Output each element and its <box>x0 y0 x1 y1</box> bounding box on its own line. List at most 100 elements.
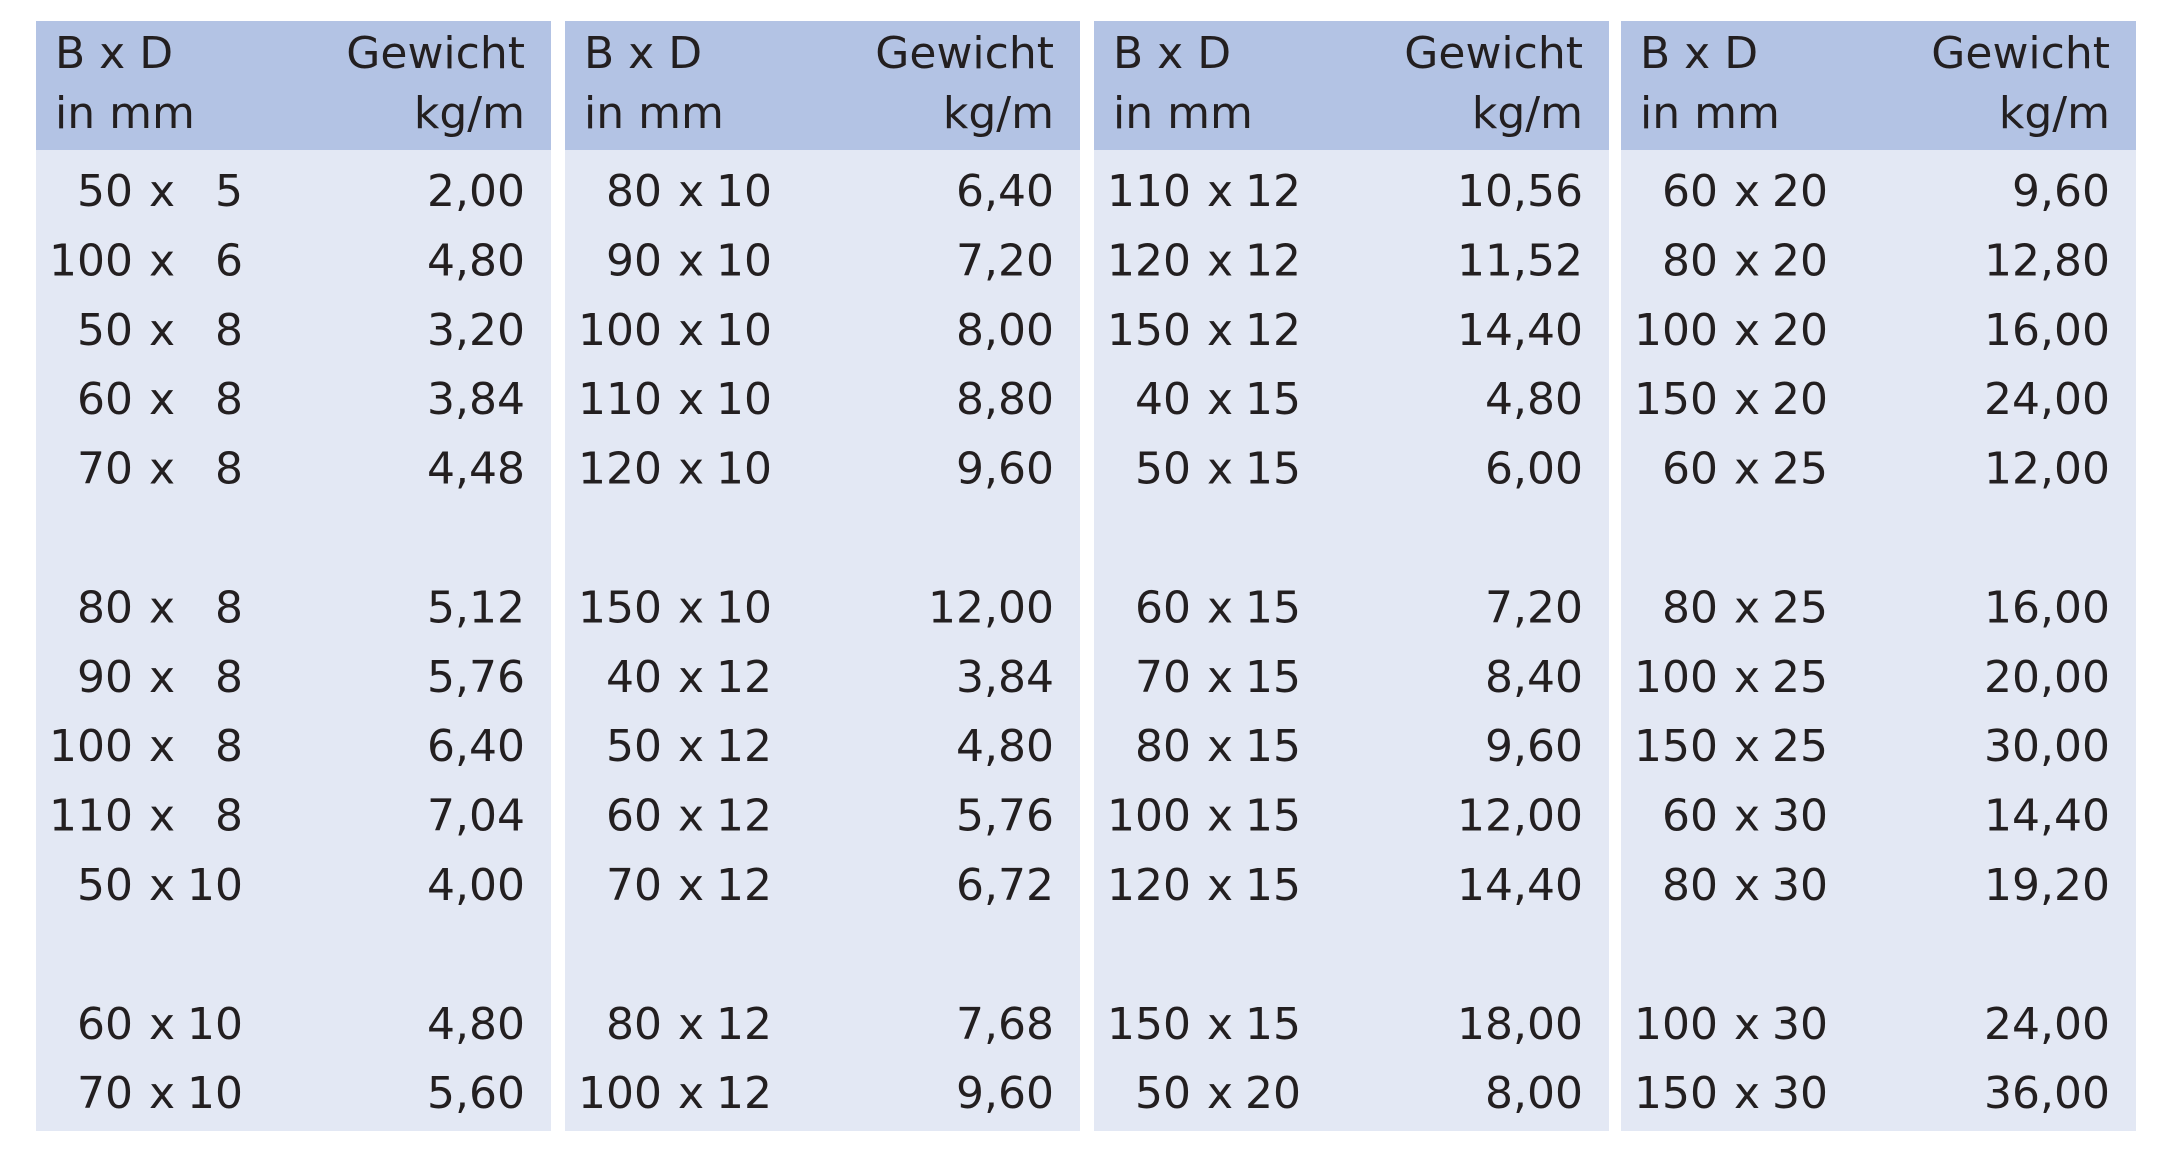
times-cell: x <box>149 860 175 911</box>
depth-cell: 25 <box>1772 582 1828 633</box>
width-cell: 50 <box>77 860 133 911</box>
weight-cell: 4,80 <box>1485 374 1583 425</box>
depth-cell: 15 <box>1245 582 1301 633</box>
times-cell: x <box>1207 860 1233 911</box>
width-cell: 150 <box>1634 374 1718 425</box>
weight-cell: 5,76 <box>956 791 1054 842</box>
width-cell: 100 <box>578 305 662 356</box>
width-cell: 50 <box>606 721 662 772</box>
times-cell: x <box>678 860 704 911</box>
width-cell: 60 <box>77 374 133 425</box>
times-cell: x <box>1734 374 1760 425</box>
width-cell: 70 <box>77 1068 133 1119</box>
times-cell: x <box>149 652 175 703</box>
depth-cell: 20 <box>1772 235 1828 286</box>
width-cell: 100 <box>49 721 133 772</box>
depth-cell: 10 <box>716 374 772 425</box>
weight-cell: 5,12 <box>427 582 525 633</box>
times-cell: x <box>1734 444 1760 495</box>
width-cell: 70 <box>1135 652 1191 703</box>
header-left: B x D <box>1640 28 1758 79</box>
times-cell: x <box>149 374 175 425</box>
width-cell: 50 <box>77 166 133 217</box>
weight-cell: 9,60 <box>1485 721 1583 772</box>
depth-cell: 12 <box>1245 235 1301 286</box>
weight-cell: 12,00 <box>1457 791 1583 842</box>
times-cell: x <box>1734 721 1760 772</box>
weight-cell: 8,40 <box>1485 652 1583 703</box>
weight-cell: 6,40 <box>956 166 1054 217</box>
times-cell: x <box>678 166 704 217</box>
width-cell: 80 <box>606 999 662 1050</box>
times-cell: x <box>1207 1068 1233 1119</box>
width-cell: 100 <box>1634 305 1718 356</box>
depth-cell: 15 <box>1245 652 1301 703</box>
width-cell: 40 <box>606 652 662 703</box>
depth-cell: 30 <box>1772 999 1828 1050</box>
times-cell: x <box>678 1068 704 1119</box>
header-right: kg/m <box>943 88 1054 139</box>
weight-cell: 6,00 <box>1485 444 1583 495</box>
depth-cell: 12 <box>716 721 772 772</box>
times-cell: x <box>678 791 704 842</box>
times-cell: x <box>678 374 704 425</box>
width-cell: 100 <box>1107 791 1191 842</box>
weight-cell: 3,84 <box>427 374 525 425</box>
depth-cell: 10 <box>716 166 772 217</box>
depth-cell: 25 <box>1772 721 1828 772</box>
times-cell: x <box>1207 791 1233 842</box>
weight-cell: 19,20 <box>1984 860 2110 911</box>
depth-cell: 8 <box>215 791 243 842</box>
times-cell: x <box>678 305 704 356</box>
panel-header <box>1094 21 1609 150</box>
times-cell: x <box>1734 791 1760 842</box>
width-cell: 110 <box>578 374 662 425</box>
header-right: Gewicht <box>875 28 1054 79</box>
weight-cell: 5,76 <box>427 652 525 703</box>
depth-cell: 8 <box>215 305 243 356</box>
width-cell: 150 <box>1634 721 1718 772</box>
width-cell: 70 <box>77 444 133 495</box>
header-right: kg/m <box>1999 88 2110 139</box>
times-cell: x <box>1207 235 1233 286</box>
weight-cell: 7,04 <box>427 791 525 842</box>
panel-header <box>1621 21 2136 150</box>
depth-cell: 20 <box>1245 1068 1301 1119</box>
width-cell: 80 <box>606 166 662 217</box>
depth-cell: 30 <box>1772 1068 1828 1119</box>
weight-cell: 12,80 <box>1984 235 2110 286</box>
width-cell: 80 <box>1662 860 1718 911</box>
depth-cell: 10 <box>716 582 772 633</box>
times-cell: x <box>678 721 704 772</box>
weight-cell: 12,00 <box>928 582 1054 633</box>
times-cell: x <box>1734 999 1760 1050</box>
weight-cell: 11,52 <box>1457 235 1583 286</box>
width-cell: 80 <box>1662 235 1718 286</box>
weight-cell: 4,80 <box>956 721 1054 772</box>
weight-cell: 6,72 <box>956 860 1054 911</box>
depth-cell: 12 <box>1245 166 1301 217</box>
weight-cell: 7,20 <box>1485 582 1583 633</box>
depth-cell: 10 <box>187 860 243 911</box>
depth-cell: 30 <box>1772 860 1828 911</box>
width-cell: 50 <box>1135 444 1191 495</box>
depth-cell: 10 <box>187 1068 243 1119</box>
depth-cell: 20 <box>1772 305 1828 356</box>
times-cell: x <box>678 999 704 1050</box>
depth-cell: 10 <box>716 444 772 495</box>
weight-cell: 16,00 <box>1984 582 2110 633</box>
weight-cell: 10,56 <box>1457 166 1583 217</box>
width-cell: 60 <box>77 999 133 1050</box>
times-cell: x <box>678 652 704 703</box>
header-left: B x D <box>584 28 702 79</box>
times-cell: x <box>149 235 175 286</box>
width-cell: 50 <box>1135 1068 1191 1119</box>
width-cell: 100 <box>1634 652 1718 703</box>
width-cell: 100 <box>1634 999 1718 1050</box>
depth-cell: 8 <box>215 721 243 772</box>
width-cell: 70 <box>606 860 662 911</box>
depth-cell: 6 <box>215 235 243 286</box>
weight-cell: 9,60 <box>956 444 1054 495</box>
times-cell: x <box>1207 444 1233 495</box>
depth-cell: 8 <box>215 374 243 425</box>
